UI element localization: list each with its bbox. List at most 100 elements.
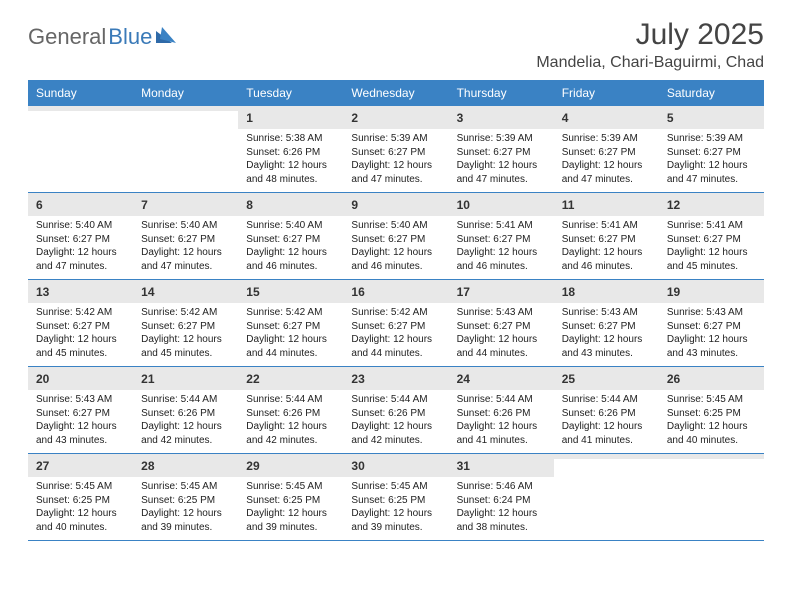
day-details: Sunrise: 5:39 AMSunset: 6:27 PMDaylight:… (554, 129, 659, 192)
day-daylight1: Daylight: 12 hours (457, 420, 546, 434)
day-details: Sunrise: 5:44 AMSunset: 6:26 PMDaylight:… (238, 390, 343, 453)
day-details: Sunrise: 5:44 AMSunset: 6:26 PMDaylight:… (554, 390, 659, 453)
day-sunrise: Sunrise: 5:42 AM (36, 306, 125, 320)
day-details: Sunrise: 5:46 AMSunset: 6:24 PMDaylight:… (449, 477, 554, 540)
calendar-day: 4 Sunrise: 5:39 AMSunset: 6:27 PMDaylight… (554, 106, 659, 192)
day-number: 5 (667, 111, 674, 125)
calendar-day: 20Sunrise: 5:43 AMSunset: 6:27 PMDayligh… (28, 367, 133, 453)
day-sunset: Sunset: 6:27 PM (141, 233, 230, 247)
day-daylight1: Daylight: 12 hours (141, 507, 230, 521)
day-daylight2: and 42 minutes. (351, 434, 440, 448)
day-daylight1: Daylight: 12 hours (667, 333, 756, 347)
calendar-page: General Blue July 2025 Mandelia, Chari-B… (0, 0, 792, 541)
day-daylight1: Daylight: 12 hours (141, 246, 230, 260)
calendar-week: 20Sunrise: 5:43 AMSunset: 6:27 PMDayligh… (28, 367, 764, 454)
day-sunset: Sunset: 6:26 PM (457, 407, 546, 421)
day-number: 17 (457, 285, 470, 299)
day-number: 1 (246, 111, 253, 125)
day-daylight2: and 47 minutes. (36, 260, 125, 274)
calendar-day: 21Sunrise: 5:44 AMSunset: 6:26 PMDayligh… (133, 367, 238, 453)
day-sunrise: Sunrise: 5:39 AM (457, 132, 546, 146)
day-details: Sunrise: 5:41 AMSunset: 6:27 PMDaylight:… (554, 216, 659, 279)
calendar-day: 9Sunrise: 5:40 AMSunset: 6:27 PMDaylight… (343, 193, 448, 279)
day-number-row: 11 (554, 193, 659, 216)
calendar-day: 2Sunrise: 5:39 AMSunset: 6:27 PMDaylight… (343, 106, 448, 192)
day-sunset: Sunset: 6:27 PM (351, 233, 440, 247)
day-sunrise: Sunrise: 5:39 AM (562, 132, 651, 146)
day-number: 10 (457, 198, 470, 212)
day-details: Sunrise: 5:45 AMSunset: 6:25 PMDaylight:… (28, 477, 133, 540)
day-details: Sunrise: 5:41 AMSunset: 6:27 PMDaylight:… (449, 216, 554, 279)
day-number: 26 (667, 372, 680, 386)
day-sunset: Sunset: 6:27 PM (141, 320, 230, 334)
day-number-row: 6 (28, 193, 133, 216)
day-daylight2: and 43 minutes. (562, 347, 651, 361)
day-details: Sunrise: 5:45 AMSunset: 6:25 PMDaylight:… (659, 390, 764, 453)
day-sunset: Sunset: 6:25 PM (36, 494, 125, 508)
day-details: Sunrise: 5:45 AMSunset: 6:25 PMDaylight:… (343, 477, 448, 540)
day-number: 15 (246, 285, 259, 299)
day-sunset: Sunset: 6:27 PM (562, 146, 651, 160)
day-number: 27 (36, 459, 49, 473)
day-number-row: 29 (238, 454, 343, 477)
calendar-day (28, 106, 133, 192)
day-details: Sunrise: 5:42 AMSunset: 6:27 PMDaylight:… (28, 303, 133, 366)
day-daylight1: Daylight: 12 hours (351, 333, 440, 347)
calendar-week: 6Sunrise: 5:40 AMSunset: 6:27 PMDaylight… (28, 193, 764, 280)
calendar-day: 28Sunrise: 5:45 AMSunset: 6:25 PMDayligh… (133, 454, 238, 540)
calendar-day: 1Sunrise: 5:38 AMSunset: 6:26 PMDaylight… (238, 106, 343, 192)
day-number-row: 27 (28, 454, 133, 477)
day-daylight2: and 45 minutes. (36, 347, 125, 361)
day-details: Sunrise: 5:39 AMSunset: 6:27 PMDaylight:… (659, 129, 764, 192)
day-daylight1: Daylight: 12 hours (351, 159, 440, 173)
day-number-row: 14 (133, 280, 238, 303)
day-daylight1: Daylight: 12 hours (457, 333, 546, 347)
day-sunset: Sunset: 6:27 PM (457, 320, 546, 334)
day-sunrise: Sunrise: 5:40 AM (141, 219, 230, 233)
day-daylight2: and 47 minutes. (667, 173, 756, 187)
weekday-header: Saturday (659, 80, 764, 106)
day-sunrise: Sunrise: 5:46 AM (457, 480, 546, 494)
day-sunset: Sunset: 6:27 PM (246, 233, 335, 247)
day-sunrise: Sunrise: 5:43 AM (457, 306, 546, 320)
day-number-row: 3 (449, 106, 554, 129)
day-sunset: Sunset: 6:25 PM (246, 494, 335, 508)
day-sunrise: Sunrise: 5:40 AM (36, 219, 125, 233)
day-sunrise: Sunrise: 5:42 AM (141, 306, 230, 320)
day-details: Sunrise: 5:42 AMSunset: 6:27 PMDaylight:… (238, 303, 343, 366)
day-details: Sunrise: 5:40 AMSunset: 6:27 PMDaylight:… (343, 216, 448, 279)
day-number-row (554, 454, 659, 459)
day-sunset: Sunset: 6:26 PM (351, 407, 440, 421)
day-number: 16 (351, 285, 364, 299)
day-sunrise: Sunrise: 5:38 AM (246, 132, 335, 146)
day-number: 11 (562, 198, 575, 212)
calendar-day: 29Sunrise: 5:45 AMSunset: 6:25 PMDayligh… (238, 454, 343, 540)
day-number: 14 (141, 285, 154, 299)
day-daylight2: and 41 minutes. (562, 434, 651, 448)
day-sunset: Sunset: 6:27 PM (667, 320, 756, 334)
day-sunrise: Sunrise: 5:45 AM (667, 393, 756, 407)
day-number: 19 (667, 285, 680, 299)
day-details: Sunrise: 5:43 AMSunset: 6:27 PMDaylight:… (449, 303, 554, 366)
day-details: Sunrise: 5:40 AMSunset: 6:27 PMDaylight:… (238, 216, 343, 279)
day-number: 29 (246, 459, 259, 473)
day-daylight1: Daylight: 12 hours (562, 420, 651, 434)
day-sunset: Sunset: 6:27 PM (667, 146, 756, 160)
day-number: 22 (246, 372, 259, 386)
day-sunrise: Sunrise: 5:44 AM (351, 393, 440, 407)
day-sunrise: Sunrise: 5:43 AM (36, 393, 125, 407)
day-sunrise: Sunrise: 5:44 AM (457, 393, 546, 407)
logo-text-blue: Blue (108, 24, 152, 50)
day-number-row: 16 (343, 280, 448, 303)
day-number: 12 (667, 198, 680, 212)
day-daylight1: Daylight: 12 hours (351, 507, 440, 521)
day-daylight1: Daylight: 12 hours (457, 246, 546, 260)
calendar-day: 31 Sunrise: 5:46 AMSunset: 6:24 PMDayligh… (449, 454, 554, 540)
day-number: 4 (562, 111, 569, 125)
day-sunset: Sunset: 6:27 PM (36, 407, 125, 421)
day-sunrise: Sunrise: 5:43 AM (667, 306, 756, 320)
day-daylight1: Daylight: 12 hours (667, 159, 756, 173)
calendar-day: 24Sunrise: 5:44 AMSunset: 6:26 PMDayligh… (449, 367, 554, 453)
day-daylight1: Daylight: 12 hours (562, 159, 651, 173)
day-number: 31 (457, 459, 470, 473)
